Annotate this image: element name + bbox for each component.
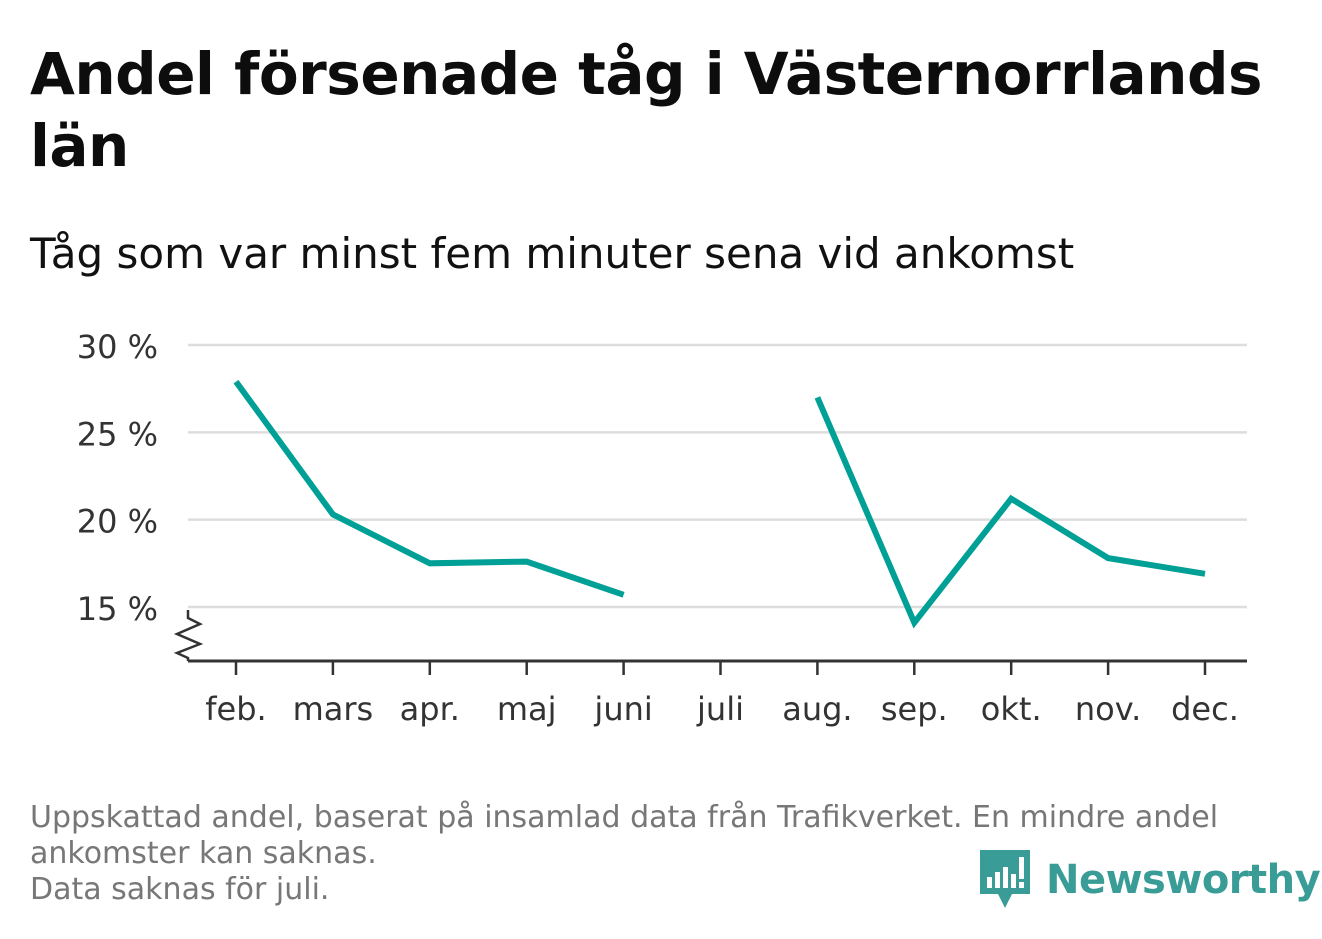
chart-footnote: Uppskattad andel, baserat på insamlad da… xyxy=(30,800,1290,908)
y-tick-label: 20 % xyxy=(77,503,158,541)
chart-subtitle: Tåg som var minst fem minuter sena vid a… xyxy=(30,229,1075,278)
y-tick-label: 25 % xyxy=(77,415,158,453)
x-tick-label: dec. xyxy=(1171,690,1239,728)
x-tick-label: sep. xyxy=(881,690,948,728)
footnote-line-2: ankomster kan saknas. xyxy=(30,836,377,871)
line-chart: 15 % 20 % 25 % 30 % feb. mars apr. maj juni juli… xyxy=(77,328,1247,728)
grid-lines xyxy=(188,343,1247,609)
x-tick-label: feb. xyxy=(205,690,266,728)
x-tick-label: aug. xyxy=(782,690,852,728)
x-tick-label: apr. xyxy=(400,690,460,728)
logo-text: Newsworthy xyxy=(1046,857,1321,903)
footnote-line-3: Data saknas för juli. xyxy=(30,872,330,907)
newsworthy-logo-icon xyxy=(980,850,1030,908)
x-tick-label: mars xyxy=(293,690,374,728)
y-axis-break xyxy=(173,610,204,661)
y-axis-ticks: 15 % 20 % 25 % 30 % xyxy=(77,328,158,628)
x-tick-label: juni xyxy=(593,690,652,728)
series-lines xyxy=(233,379,1206,629)
x-axis-ticks: feb. mars apr. maj juni juli aug. sep. okt. nov. d… xyxy=(205,661,1239,728)
x-axis xyxy=(173,610,1247,663)
footnote-line-1: Uppskattad andel, baserat på insamlad da… xyxy=(30,800,1219,835)
x-tick-label: maj xyxy=(497,690,557,728)
y-tick-label: 15 % xyxy=(77,590,158,628)
series-line-segment xyxy=(233,379,625,598)
series-line-segment xyxy=(814,396,1206,629)
y-tick-label: 30 % xyxy=(77,328,158,366)
x-tick-label: okt. xyxy=(981,690,1042,728)
chart-title: Andel försenade tåg i Västernorrlands lä… xyxy=(30,40,1263,180)
x-tick-label: nov. xyxy=(1075,690,1141,728)
x-tick-label: juli xyxy=(696,690,744,728)
newsworthy-logo: Newsworthy xyxy=(980,850,1321,910)
